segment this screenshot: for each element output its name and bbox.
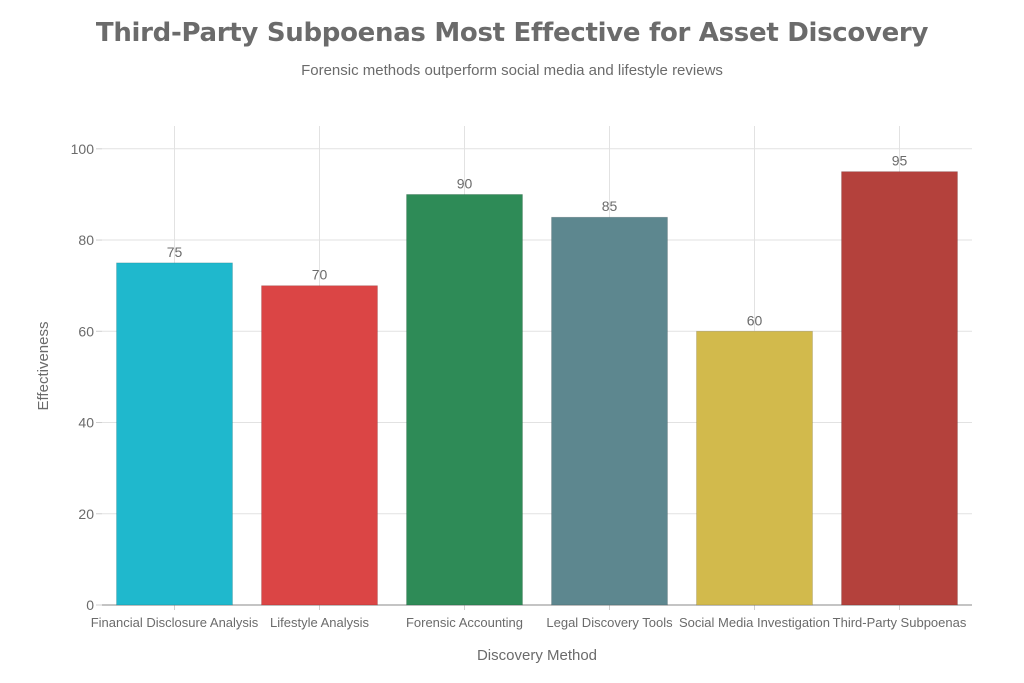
bar: [696, 330, 813, 606]
x-tick-label: Financial Disclosure Analysis: [91, 615, 259, 630]
bar: [261, 285, 378, 606]
y-tick-label: 100: [71, 141, 95, 157]
y-axis-label: Effectiveness: [35, 322, 52, 411]
data-label: 75: [167, 244, 183, 260]
bar: [841, 171, 958, 606]
bars: [116, 171, 958, 606]
bar: [116, 262, 233, 606]
y-tick-label: 0: [86, 597, 94, 613]
data-label: 85: [602, 198, 618, 214]
x-tick-label: Forensic Accounting: [406, 615, 523, 630]
y-tick-label: 60: [78, 323, 94, 339]
bar: [551, 216, 668, 606]
data-label: 70: [312, 267, 328, 283]
data-label: 60: [747, 312, 763, 328]
y-tick-label: 80: [78, 232, 94, 248]
y-tick-label: 20: [78, 506, 94, 522]
x-tick-label: Third-Party Subpoenas: [833, 615, 967, 630]
y-tick-label: 40: [78, 415, 94, 431]
chart-title: Third-Party Subpoenas Most Effective for…: [95, 18, 929, 48]
x-tick-label: Social Media Investigation: [679, 615, 830, 630]
bar: [406, 194, 523, 606]
data-label: 95: [892, 153, 908, 169]
labels: 0 20 40 60 80 100 75 Financial Disclosure Analy…: [71, 141, 967, 630]
x-tick-label: Legal Discovery Tools: [546, 615, 673, 630]
x-axis-label: Discovery Method: [477, 647, 597, 664]
data-label: 90: [457, 175, 473, 191]
x-tick-label: Lifestyle Analysis: [270, 615, 369, 630]
chart-subtitle: Forensic methods outperform social media…: [301, 62, 723, 79]
